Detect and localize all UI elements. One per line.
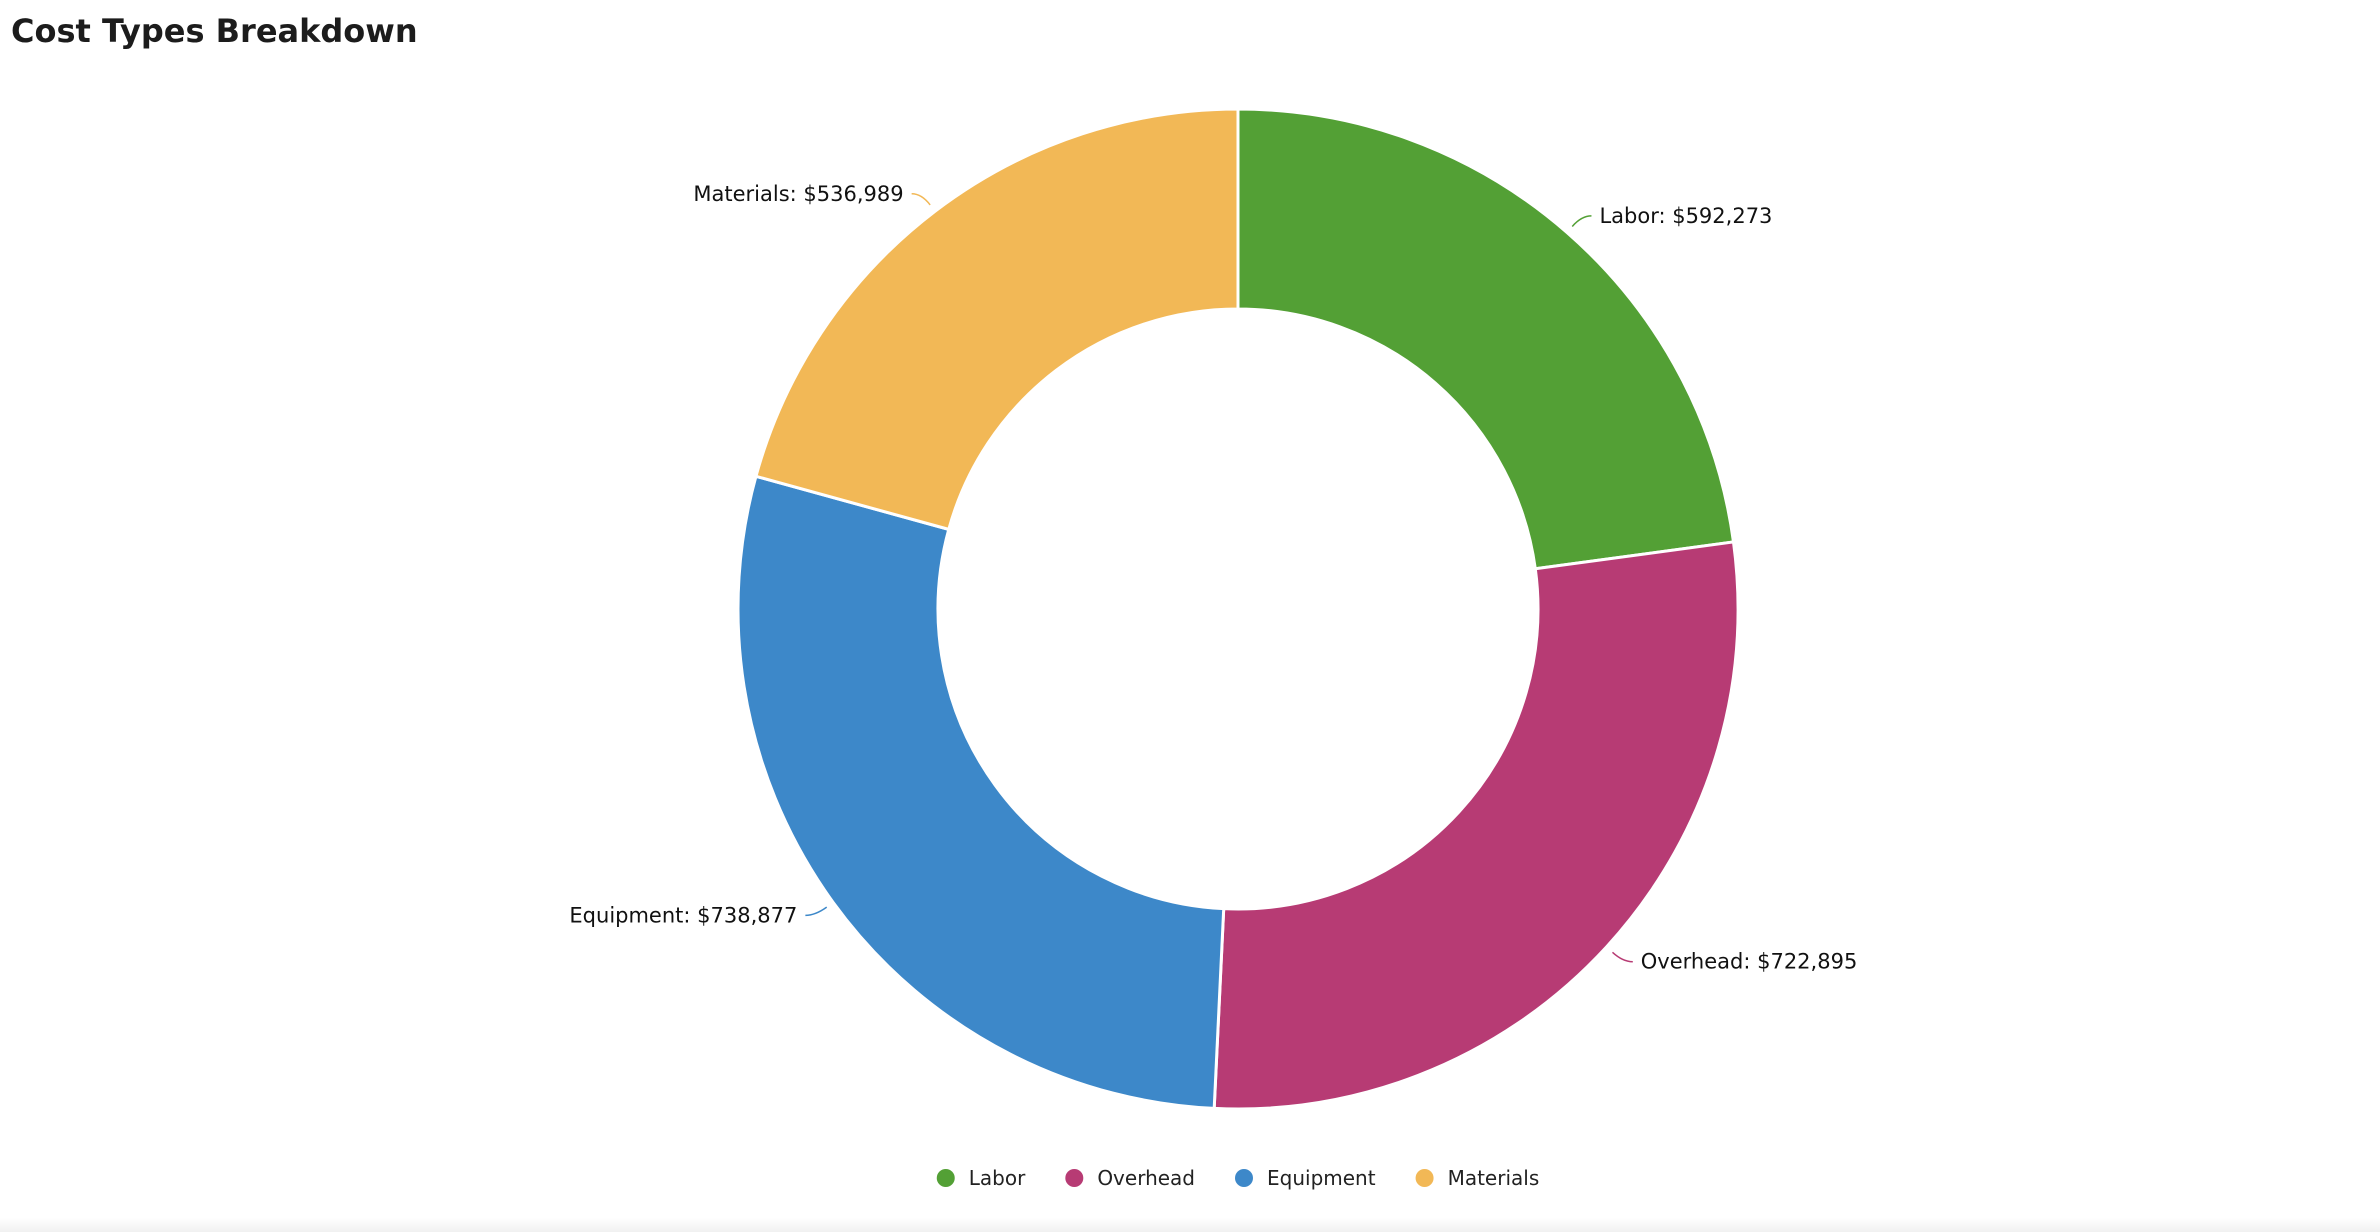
legend-item-labor[interactable]: Labor	[936, 1166, 1026, 1190]
donut-slice-overhead[interactable]	[1212, 540, 1740, 1111]
slice-label-materials: Materials: $536,989	[693, 182, 903, 206]
label-connector-overhead	[1611, 951, 1633, 963]
slice-label-equipment: Equipment: $738,877	[569, 903, 797, 927]
legend-marker-overhead	[1065, 1169, 1084, 1187]
label-connector-equipment	[805, 906, 828, 917]
slice-label-labor: Labor: $592,273	[1599, 204, 1772, 228]
slice-label-overhead: Overhead: $722,895	[1641, 950, 1858, 974]
donut-slice-equipment[interactable]	[736, 474, 1226, 1111]
legend-item-materials[interactable]: Materials	[1415, 1166, 1540, 1190]
chart-slice-labels: Labor: $592,273 Overhead: $722,895 Equipme…	[569, 182, 1857, 974]
legend-item-equipment[interactable]: Equipment	[1235, 1166, 1376, 1190]
legend-label-labor: Labor	[969, 1166, 1026, 1190]
legend-item-overhead[interactable]: Overhead	[1065, 1166, 1195, 1190]
bottom-strip	[0, 1218, 2380, 1232]
legend-marker-materials	[1415, 1169, 1434, 1187]
legend-label-equipment: Equipment	[1267, 1166, 1376, 1190]
label-connector-labor	[1571, 215, 1592, 227]
chart-title: Cost Types Breakdown	[11, 12, 418, 50]
legend-label-overhead: Overhead	[1097, 1166, 1195, 1190]
legend-marker-labor	[936, 1169, 955, 1187]
donut-slice-labor[interactable]	[1236, 107, 1736, 571]
label-connector-materials	[911, 193, 931, 206]
legend-marker-equipment	[1235, 1169, 1253, 1187]
legend-label-materials: Materials	[1448, 1166, 1540, 1190]
chart-slices	[736, 107, 1740, 1111]
donut-slice-materials[interactable]	[754, 107, 1240, 532]
chart-legend: Labor Overhead Equipment Materials	[936, 1166, 1540, 1190]
